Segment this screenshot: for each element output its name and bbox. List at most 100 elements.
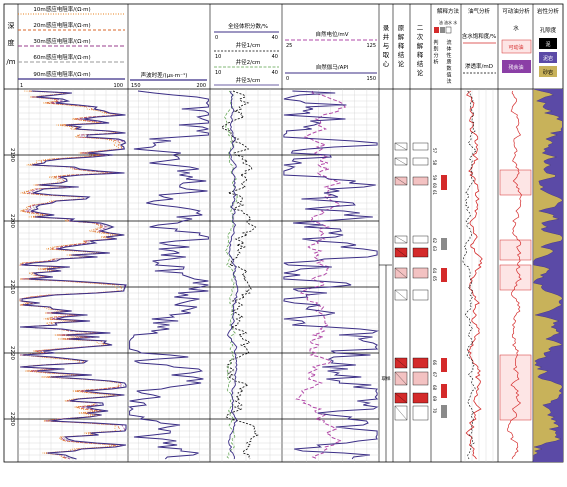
second-interp-box-0 (412, 142, 429, 151)
sp-label: 自然电位/mV (316, 30, 349, 38)
orig-interp-diag-5 (394, 267, 408, 279)
depth-header-unit: /m (6, 58, 15, 66)
caliper1-label: 井径1/cm (236, 41, 261, 49)
method-block-0 (441, 175, 447, 190)
acoustic-scale-right: 200 (196, 83, 206, 89)
second-interp-header-char: 释 (417, 51, 424, 59)
layer-number-10: 67 (432, 372, 437, 378)
lith-legend-sand: 砂岩 (543, 69, 553, 76)
methods-legend-swatches (434, 26, 452, 34)
depth-label-0: 2190 (9, 148, 15, 162)
second-interp-box-7 (412, 357, 429, 369)
oil-gas-perm-label: 渗透率/mD (465, 62, 493, 70)
res-scale-left: 1 (20, 83, 23, 89)
second-interp-box-4 (412, 247, 429, 258)
second-interp-box-1 (412, 157, 429, 166)
second-interp-box-5 (412, 267, 429, 279)
sp-curve (295, 90, 347, 460)
second-interp-header-char: 次 (417, 32, 424, 41)
orig-interp-diag-1 (394, 157, 408, 166)
layer-number-4: 61 (432, 190, 437, 196)
caliper3-curve (226, 90, 239, 460)
coring-header-char: 与 (383, 42, 390, 50)
depth-label-4: 2230 (9, 412, 15, 426)
depth-label-2: 2210 (9, 280, 15, 294)
gr-label: 自然伽马/API (316, 63, 349, 71)
caliper1-scale-right: 40 (272, 54, 278, 60)
lith-porosity-label: 孔隙度 (540, 26, 557, 34)
lithology-sand-fill (532, 88, 563, 463)
residual-oil-swatch (502, 60, 531, 73)
depth-header-char1: 深 (8, 21, 15, 30)
total-hc-label: 全烃体积分数/% (228, 22, 268, 30)
res-curve-label-10m: 10m感应电阻率/(Ω·m) (33, 5, 90, 13)
layer-number-7: 64 (432, 268, 437, 274)
caliper3-label: 井径3/cm (236, 76, 261, 84)
oil-gas-header: 油气分析 (468, 7, 491, 15)
second-interp-box-8 (412, 371, 429, 386)
movable-oil-header: 可动油分析 (502, 7, 530, 15)
orig-interp-diag-7 (394, 357, 408, 369)
orig-interp-diag-6 (394, 289, 408, 301)
method-block-1 (441, 238, 447, 250)
method-col-discriminant: 判别分析 (433, 39, 438, 66)
second-interp-header-char: 论 (417, 68, 424, 77)
caliper2-label: 井径2/cm (236, 58, 261, 66)
movable-oil-curve (507, 90, 523, 460)
layer-number-9: 66 (432, 360, 437, 366)
total-hc-scale-right: 40 (272, 35, 278, 41)
second-interp-header-char: 结 (417, 59, 424, 68)
methods-subheader: 油 油水 水 (439, 19, 458, 25)
acoustic-label: 声波时差/(μs·m⁻¹) (141, 71, 188, 79)
layer-number-3: 60 (432, 183, 437, 189)
layer-number-5: 62 (432, 238, 437, 244)
lithology-header: 岩性分析 (537, 7, 560, 15)
grid-lines (18, 89, 494, 462)
orig-interp-diag-10 (394, 405, 408, 421)
orig-interp-diag-3 (394, 235, 408, 244)
orig-interp-diag-8 (394, 371, 408, 386)
lith-legend-mud: 泥 (545, 41, 550, 48)
orig-interp-header-char: 结 (398, 50, 405, 59)
caliper1-scale-left: 10 (215, 54, 221, 60)
caliper1-curve (220, 90, 259, 460)
residual-oil-label: 残余油 (508, 64, 523, 71)
total-hc-scale-left: 0 (215, 35, 218, 41)
orig-interp-diag-4 (394, 247, 408, 258)
lith-legend-mud-swatch (539, 38, 557, 49)
orig-interp-header-char: 原 (398, 24, 405, 32)
second-interp-header-char: 二 (417, 24, 424, 32)
res-curve-label-60m: 60m感应电阻率/(Ω·m) (33, 53, 90, 61)
oil-gas-sat-label: 含水饱和度/% (462, 32, 497, 40)
lith-legend-sand-swatch (539, 66, 557, 77)
orig-interp-header-char: 释 (398, 42, 405, 50)
lith-legend-shale-swatch (539, 52, 557, 63)
layer-number-13: 70 (432, 408, 437, 414)
second-interp-box-2 (412, 176, 429, 186)
res-curve-label-30m: 30m感应电阻率/(Ω·m) (33, 37, 90, 45)
caliper2-scale-left: 10 (215, 70, 221, 76)
layer-number-8: 65 (432, 276, 437, 282)
orig-interp-header-char: 论 (398, 59, 405, 68)
movable-oil-zone-1 (499, 239, 532, 261)
orig-interp-diag-0 (394, 142, 408, 151)
method-block-3 (441, 358, 447, 372)
layer-number-0: 57 (432, 148, 437, 154)
core-note: 取样 (382, 375, 391, 382)
acoustic-scale-left: 150 (131, 83, 141, 89)
saturation-curve (465, 90, 483, 460)
layer-number-12: 69 (432, 396, 437, 402)
methods-header: 解释方法 (437, 7, 460, 15)
depth-header-char2: 度 (8, 38, 15, 47)
method-block-4 (441, 384, 447, 398)
gr-scale-left: 0 (286, 76, 289, 82)
second-interp-box-6 (412, 289, 429, 301)
coring-header-char: 取 (383, 51, 390, 59)
